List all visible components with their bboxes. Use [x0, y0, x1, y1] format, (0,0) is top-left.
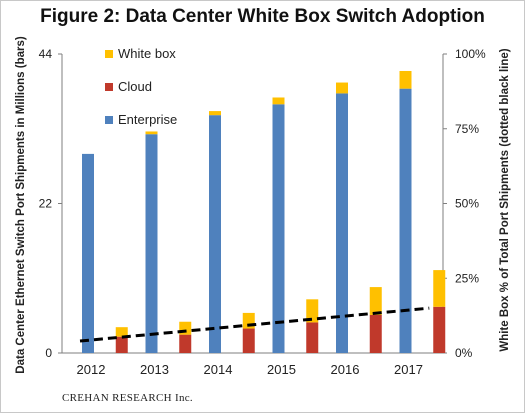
x-tick-label: 2014: [204, 362, 233, 377]
bar-cloud: [179, 334, 192, 353]
legend-swatch: [105, 83, 113, 91]
y-right-tick-label: 25%: [455, 271, 479, 285]
y-right-tick-label: 0%: [455, 346, 473, 360]
bar-white-box: [209, 111, 221, 116]
bar-cloud-white-box: [306, 299, 319, 323]
bar-cloud: [242, 328, 255, 353]
legend-label: Cloud: [118, 79, 152, 94]
bar-cloud: [433, 306, 446, 353]
y-left-axis-label: Data Center Ethernet Switch Port Shipmen…: [15, 36, 27, 374]
bar-enterprise: [399, 88, 412, 354]
x-tick-label: 2016: [331, 362, 360, 377]
bar-white-box: [399, 70, 412, 89]
x-tick-label: 2013: [140, 362, 169, 377]
bar-cloud: [369, 314, 382, 353]
y-left-tick-label: 44: [39, 47, 53, 61]
legend-swatch: [105, 116, 113, 124]
chart-title: Figure 2: Data Center White Box Switch A…: [40, 6, 485, 27]
footer-credit: CREHAN RESEARCH Inc.: [62, 392, 193, 404]
bar-cloud: [115, 336, 128, 353]
bar-white-box: [272, 97, 285, 105]
legend-label: Enterprise: [118, 112, 177, 127]
y-left-tick-label: 22: [39, 197, 53, 211]
y-left-tick-label: 0: [45, 346, 52, 360]
bar-enterprise: [145, 134, 158, 353]
bar-enterprise: [82, 153, 94, 353]
x-tick-label: 2017: [394, 362, 423, 377]
bar-cloud: [306, 322, 319, 353]
x-tick-label: 2012: [77, 362, 106, 377]
y-right-tick-label: 75%: [455, 122, 479, 136]
bar-enterprise: [272, 104, 285, 353]
legend-swatch: [105, 50, 113, 58]
y-right-tick-label: 50%: [455, 197, 479, 211]
bar-cloud-white-box: [369, 287, 382, 315]
legend-label: White box: [118, 46, 176, 61]
white-box-share-line: [79, 306, 430, 343]
bar-white-box: [145, 131, 158, 135]
bar-cloud-white-box: [115, 327, 128, 337]
bar-cloud-white-box: [433, 270, 446, 307]
bar-enterprise: [336, 93, 348, 353]
x-tick-label: 2015: [267, 362, 296, 377]
y-right-tick-label: 100%: [455, 47, 486, 61]
bar-white-box: [336, 82, 348, 94]
y-right-axis-label: White Box % of Total Port Shipments (dot…: [499, 48, 511, 351]
bar-enterprise: [209, 115, 221, 353]
